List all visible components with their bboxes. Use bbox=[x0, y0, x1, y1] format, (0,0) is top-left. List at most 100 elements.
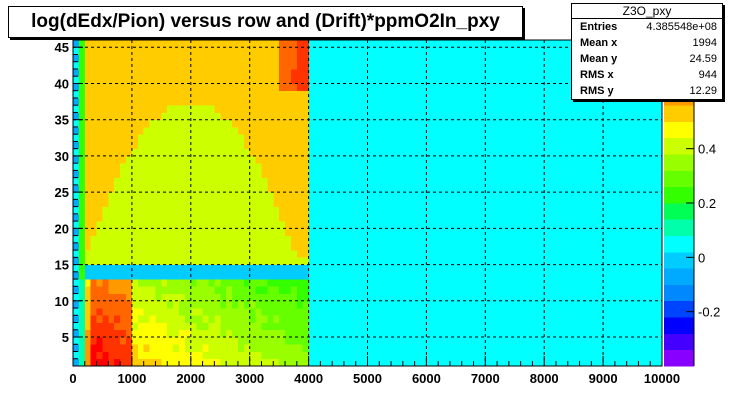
heatmap-cell bbox=[279, 257, 286, 265]
heatmap-cell bbox=[285, 358, 292, 367]
heatmap-cell bbox=[232, 90, 239, 99]
heatmap-cell bbox=[184, 358, 192, 367]
heatmap-cell bbox=[84, 134, 92, 142]
heatmap-cell bbox=[114, 250, 121, 258]
heatmap-cell bbox=[167, 163, 174, 171]
heatmap-cell bbox=[226, 105, 233, 113]
heatmap-cell bbox=[84, 54, 92, 63]
heatmap-cell bbox=[126, 68, 133, 77]
heatmap-cell bbox=[78, 351, 86, 360]
heatmap-cell bbox=[155, 315, 162, 323]
heatmap-cell bbox=[220, 54, 227, 63]
heatmap-cell bbox=[73, 199, 80, 208]
heatmap-cell bbox=[214, 170, 221, 179]
heatmap-cell bbox=[184, 184, 192, 193]
heatmap-cell bbox=[114, 235, 121, 244]
heatmap-cell bbox=[179, 250, 186, 258]
heatmap-cell bbox=[126, 105, 133, 113]
heatmap-cell bbox=[267, 148, 274, 157]
heatmap-cell bbox=[173, 344, 180, 352]
heatmap-cell bbox=[114, 351, 121, 360]
heatmap-cell bbox=[261, 250, 268, 258]
heatmap-cell bbox=[90, 358, 97, 367]
heatmap-cell bbox=[143, 206, 150, 215]
heatmap-cell bbox=[267, 170, 274, 179]
heatmap-cell bbox=[173, 213, 180, 222]
heatmap-cell bbox=[296, 148, 304, 157]
heatmap-cell bbox=[137, 213, 145, 222]
heatmap-cell bbox=[296, 97, 304, 106]
heatmap-cell bbox=[302, 315, 309, 323]
heatmap-cell bbox=[290, 358, 298, 367]
heatmap-cell bbox=[290, 250, 298, 258]
heatmap-cell bbox=[208, 119, 215, 128]
heatmap-cell bbox=[302, 97, 309, 106]
heatmap-cell bbox=[179, 257, 186, 265]
heatmap-cell bbox=[249, 344, 256, 352]
heatmap-cell bbox=[184, 344, 192, 352]
heatmap-cell bbox=[302, 344, 309, 352]
heatmap-cell bbox=[114, 322, 121, 331]
heatmap-cell bbox=[243, 308, 251, 316]
heatmap-cell bbox=[249, 293, 256, 302]
heatmap-cell bbox=[137, 308, 145, 316]
heatmap-cell bbox=[173, 250, 180, 258]
heatmap-cell bbox=[73, 271, 80, 280]
heatmap-cell bbox=[131, 105, 139, 113]
heatmap-cell bbox=[149, 206, 156, 215]
heatmap-cell bbox=[226, 163, 233, 171]
heatmap-cell bbox=[220, 163, 227, 171]
heatmap-cell bbox=[296, 126, 304, 135]
heatmap-cell bbox=[261, 315, 268, 323]
heatmap-cell bbox=[261, 54, 268, 63]
heatmap-cell bbox=[126, 351, 133, 360]
heatmap-cell bbox=[196, 68, 203, 77]
heatmap-cell bbox=[249, 358, 256, 367]
heatmap-cell bbox=[196, 358, 203, 367]
heatmap-cell bbox=[137, 141, 145, 150]
heatmap-cell bbox=[226, 141, 233, 150]
heatmap-cell bbox=[226, 47, 233, 55]
heatmap-cell bbox=[184, 47, 192, 55]
heatmap-cell bbox=[108, 126, 115, 135]
heatmap-cell bbox=[143, 163, 150, 171]
heatmap-cell bbox=[267, 97, 274, 106]
heatmap-cell bbox=[249, 264, 256, 273]
heatmap-cell bbox=[220, 286, 227, 294]
heatmap-cell bbox=[249, 228, 256, 236]
heatmap-cell bbox=[202, 358, 209, 367]
heatmap-cell bbox=[84, 213, 92, 222]
heatmap-cell bbox=[261, 163, 268, 171]
heatmap-cell bbox=[202, 271, 209, 280]
heatmap-cell bbox=[84, 308, 92, 316]
heatmap-cell bbox=[208, 271, 215, 280]
heatmap-cell bbox=[290, 76, 298, 84]
heatmap-cell bbox=[232, 61, 239, 70]
heatmap-cell bbox=[243, 47, 251, 55]
heatmap-cell bbox=[155, 54, 162, 63]
heatmap-cell bbox=[96, 308, 103, 316]
heatmap-cell bbox=[120, 148, 127, 157]
heatmap-cell bbox=[131, 199, 139, 208]
heatmap-cell bbox=[126, 250, 133, 258]
heatmap-cell bbox=[108, 344, 115, 352]
heatmap-cell bbox=[126, 141, 133, 150]
heatmap-cell bbox=[214, 329, 221, 338]
heatmap-cell bbox=[273, 351, 280, 360]
heatmap-cell bbox=[190, 170, 198, 179]
heatmap-cell bbox=[190, 126, 198, 135]
heatmap-cell bbox=[290, 90, 298, 99]
heatmap-cell bbox=[220, 90, 227, 99]
x-tick-label: 10000 bbox=[644, 371, 680, 386]
heatmap-cell bbox=[108, 105, 115, 113]
heatmap-cell bbox=[179, 148, 186, 157]
heatmap-cell bbox=[102, 228, 109, 236]
heatmap-cell bbox=[243, 68, 251, 77]
heatmap-cell bbox=[273, 250, 280, 258]
heatmap-cell bbox=[232, 184, 239, 193]
heatmap-cell bbox=[90, 293, 97, 302]
heatmap-cell bbox=[173, 68, 180, 77]
heatmap-cell bbox=[78, 141, 86, 150]
heatmap-cell bbox=[214, 271, 221, 280]
heatmap-cell bbox=[273, 279, 280, 287]
